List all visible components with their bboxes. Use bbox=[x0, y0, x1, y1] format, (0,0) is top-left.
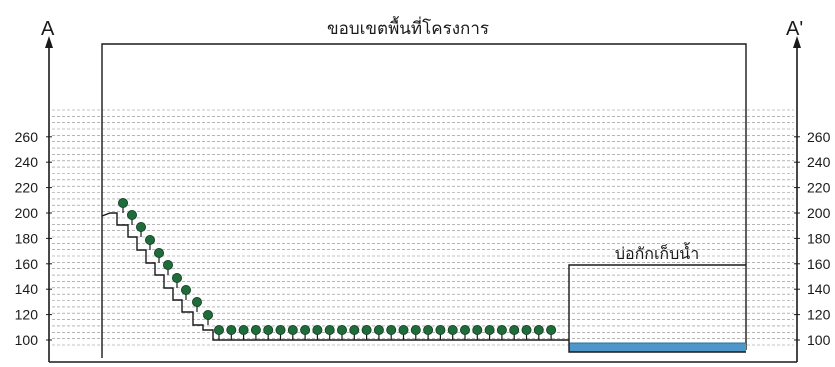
left-axis-arrow bbox=[45, 36, 53, 48]
project-boundary bbox=[101, 43, 747, 358]
project-boundary-label: ขอบเขตพื้นที่โครงการ bbox=[327, 16, 489, 38]
tree-icon bbox=[484, 324, 495, 340]
tree-icon bbox=[521, 324, 532, 340]
tree-icon bbox=[398, 324, 409, 340]
tick-label: 220 bbox=[15, 180, 39, 196]
tree-icon bbox=[546, 324, 557, 340]
tree-icon bbox=[386, 324, 397, 340]
tree-icon bbox=[312, 324, 323, 340]
tree-icon bbox=[144, 234, 155, 250]
tree-icon bbox=[361, 324, 372, 340]
pond-label: บ่อกักเก็บน้ำ bbox=[615, 242, 699, 263]
pond-water bbox=[569, 343, 746, 352]
tick-label: 260 bbox=[807, 129, 831, 145]
tree-icon bbox=[127, 209, 138, 225]
tree-icon bbox=[202, 309, 213, 325]
tick-label: 240 bbox=[807, 154, 831, 170]
tree-icon bbox=[162, 259, 173, 275]
tree-icon bbox=[459, 324, 470, 340]
tick-label: 120 bbox=[807, 307, 831, 323]
tree-icon bbox=[300, 324, 311, 340]
tick-label: 140 bbox=[15, 281, 39, 297]
retention-pond: บ่อกักเก็บน้ำ bbox=[568, 242, 746, 353]
tree-row bbox=[118, 197, 557, 340]
tree-icon bbox=[135, 221, 146, 237]
tree-icon bbox=[153, 247, 164, 263]
tree-icon bbox=[226, 324, 237, 340]
tree-icon bbox=[472, 324, 483, 340]
tick-label: 200 bbox=[15, 205, 39, 221]
tree-icon bbox=[447, 324, 458, 340]
tick-label: 240 bbox=[15, 154, 39, 170]
tree-icon bbox=[287, 324, 298, 340]
terrain-profile bbox=[101, 212, 569, 341]
section-marker-left: A bbox=[41, 18, 55, 40]
elevation-ticks-right: 260 240 220 200 180 160 140 120 100 bbox=[794, 129, 831, 348]
tick-label: 100 bbox=[807, 332, 831, 348]
tree-icon bbox=[191, 296, 202, 312]
tick-label: 220 bbox=[807, 180, 831, 196]
tree-icon bbox=[263, 324, 274, 340]
tree-icon bbox=[509, 324, 520, 340]
tick-label: 120 bbox=[15, 307, 39, 323]
tree-icon bbox=[496, 324, 507, 340]
elevation-ticks-left: 260 240 220 200 180 160 140 120 100 bbox=[15, 129, 52, 348]
right-axis bbox=[793, 36, 801, 362]
right-axis-arrow bbox=[793, 36, 801, 48]
tree-icon bbox=[180, 284, 191, 300]
tick-label: 200 bbox=[807, 205, 831, 221]
tree-icon bbox=[250, 324, 261, 340]
tree-icon bbox=[410, 324, 421, 340]
tick-label: 260 bbox=[15, 129, 39, 145]
tree-icon bbox=[336, 324, 347, 340]
section-marker-right: A' bbox=[786, 18, 803, 40]
tree-icon bbox=[238, 324, 249, 340]
tick-label: 160 bbox=[807, 256, 831, 272]
tick-label: 140 bbox=[807, 281, 831, 297]
tree-icon bbox=[324, 324, 335, 340]
tree-icon bbox=[533, 324, 544, 340]
tree-icon bbox=[171, 272, 182, 288]
elevation-gridlines bbox=[52, 109, 794, 346]
pond-outline bbox=[568, 264, 746, 353]
tree-icon bbox=[213, 324, 224, 340]
tick-label: 160 bbox=[15, 256, 39, 272]
tick-label: 180 bbox=[15, 230, 39, 246]
tick-label: 100 bbox=[15, 332, 39, 348]
tree-icon bbox=[373, 324, 384, 340]
left-axis bbox=[45, 36, 53, 362]
tick-label: 180 bbox=[807, 230, 831, 246]
tree-icon bbox=[435, 324, 446, 340]
tree-icon bbox=[349, 324, 360, 340]
tree-icon bbox=[423, 324, 434, 340]
tree-icon bbox=[275, 324, 286, 340]
tree-icon bbox=[118, 197, 129, 213]
